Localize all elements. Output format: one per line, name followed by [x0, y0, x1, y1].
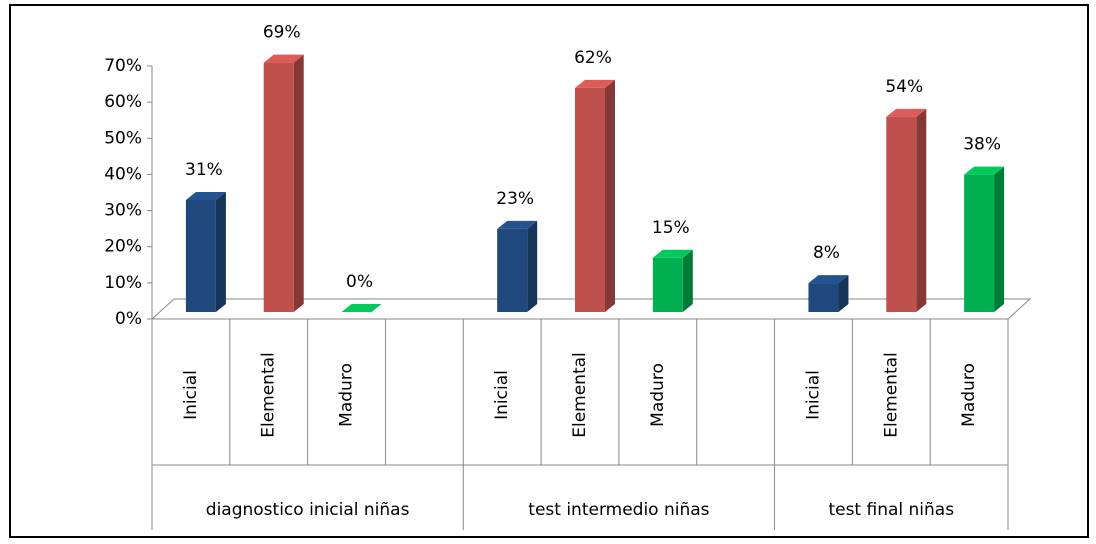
bar-side — [293, 54, 304, 312]
bar — [497, 220, 538, 312]
floor — [150, 298, 1032, 320]
bar-front — [263, 62, 294, 312]
x-tick-label: Elemental — [259, 352, 279, 438]
x-tick-label: Inicial — [492, 370, 512, 420]
y-tick-label: 10% — [104, 273, 142, 293]
x-tick-label: Maduro — [337, 363, 357, 427]
bar-top — [652, 249, 693, 258]
bar — [886, 108, 927, 312]
bar-front — [808, 283, 839, 312]
bar — [263, 54, 304, 312]
group-label: test intermedio niñas — [528, 500, 709, 520]
value-label: 69% — [263, 23, 301, 43]
bar-front — [886, 116, 917, 312]
group-label: diagnostico inicial niñas — [206, 500, 410, 520]
bar-top — [808, 275, 849, 284]
y-tick-label: 60% — [104, 92, 142, 112]
bar — [341, 304, 382, 312]
bar — [575, 79, 615, 313]
x-tick-label: Maduro — [959, 363, 979, 427]
bar-front — [575, 87, 605, 313]
bar — [652, 249, 693, 312]
x-tick-label: Maduro — [648, 363, 668, 427]
x-tick-label: Elemental — [881, 352, 901, 438]
bar-top — [964, 166, 1005, 175]
bar-top — [263, 54, 304, 63]
bar-side — [916, 108, 927, 312]
bar-front — [652, 257, 683, 312]
y-tick-label: 30% — [104, 201, 142, 221]
bar — [185, 191, 226, 312]
y-tick-label: 50% — [104, 128, 142, 148]
bar-top — [886, 108, 927, 117]
value-label: 62% — [574, 48, 612, 68]
bar-front — [185, 199, 216, 312]
value-label: 15% — [652, 218, 690, 238]
x-tick-label: Inicial — [803, 370, 823, 420]
value-label: 31% — [185, 160, 223, 180]
chart-frame — [9, 4, 1089, 538]
value-label: 0% — [346, 272, 373, 292]
value-label: 23% — [496, 189, 534, 209]
bar-side — [682, 249, 693, 312]
x-tick-label: Elemental — [570, 352, 590, 438]
y-tick-label: 20% — [104, 237, 142, 257]
y-tick-label: 40% — [104, 164, 142, 184]
bar-side — [527, 220, 538, 312]
x-tick-label: Inicial — [181, 370, 201, 420]
y-tick-label: 70% — [104, 56, 142, 76]
value-label: 54% — [885, 77, 923, 97]
bar-side — [838, 275, 849, 312]
bar-side — [994, 166, 1005, 312]
y-tick-label: 0% — [115, 309, 142, 329]
bar — [808, 275, 849, 312]
value-label: 8% — [813, 243, 840, 263]
bar-side — [215, 191, 226, 312]
bar-side — [605, 79, 615, 313]
bar-top — [341, 304, 382, 312]
bar-top — [575, 79, 615, 88]
bar — [964, 166, 1005, 312]
group-label: test final niñas — [828, 500, 954, 520]
bar-top — [185, 191, 226, 200]
bar-front — [497, 228, 528, 312]
value-label: 38% — [963, 135, 1001, 155]
bar-front — [964, 174, 995, 312]
bar-top — [497, 220, 538, 229]
